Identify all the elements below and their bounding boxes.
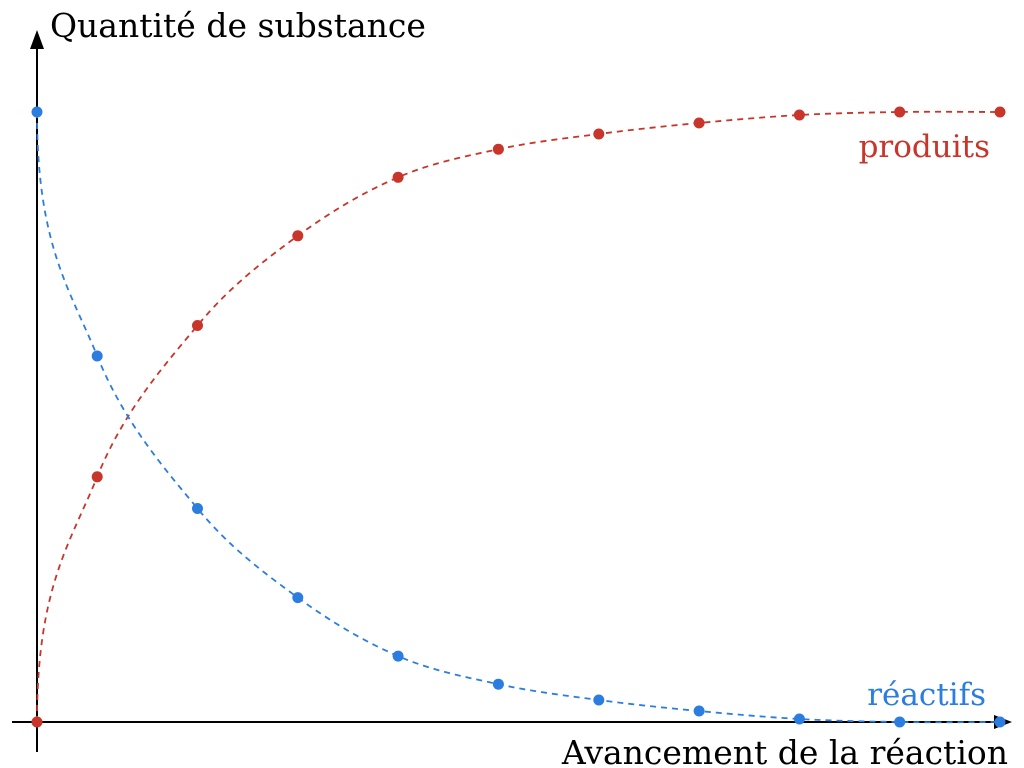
point-produits	[91, 471, 103, 483]
point-produits	[392, 171, 404, 183]
points	[31, 106, 1006, 728]
point-reactifs	[593, 694, 605, 706]
x-axis-title: Avancement de la réaction	[561, 733, 1008, 768]
curve-produits	[36, 110, 1001, 723]
point-reactifs	[492, 678, 504, 690]
point-reactifs	[392, 650, 404, 662]
y-axis-arrow	[30, 30, 44, 49]
point-produits	[793, 109, 805, 121]
series-label-produits: produits	[859, 129, 990, 165]
point-produits	[31, 716, 43, 728]
point-reactifs	[693, 705, 705, 717]
point-reactifs	[793, 713, 805, 725]
curve-reactifs	[36, 111, 1001, 724]
point-reactifs	[31, 106, 43, 118]
point-produits	[894, 106, 906, 118]
point-reactifs	[91, 350, 103, 362]
point-reactifs	[994, 716, 1006, 728]
point-produits	[192, 320, 203, 331]
point-produits	[492, 143, 504, 155]
y-axis-title: Quantité de substance	[50, 6, 426, 45]
point-produits	[593, 128, 605, 140]
point-reactifs	[192, 503, 203, 514]
point-reactifs	[292, 592, 304, 604]
series-label-reactifs: réactifs	[867, 677, 986, 713]
point-reactifs	[894, 716, 906, 728]
point-produits	[693, 117, 705, 129]
point-produits	[292, 230, 304, 242]
point-produits	[994, 106, 1006, 118]
curves	[36, 110, 1001, 724]
